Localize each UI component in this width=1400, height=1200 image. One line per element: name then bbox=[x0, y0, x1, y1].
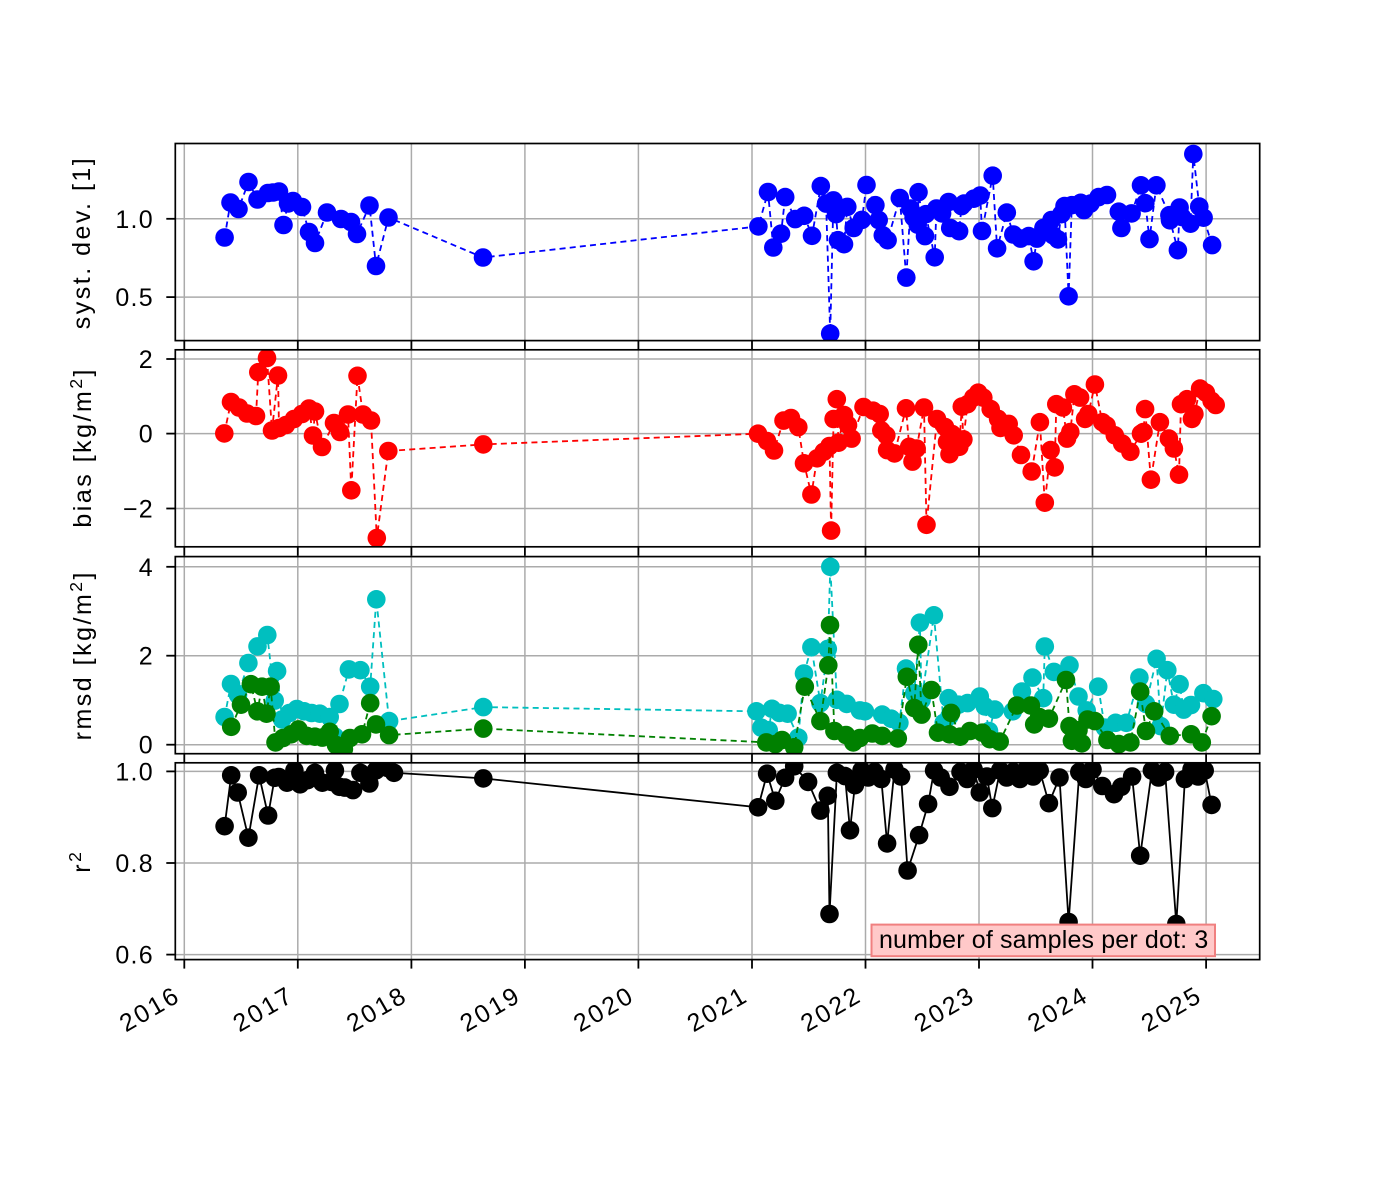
svg-text:4: 4 bbox=[139, 554, 154, 582]
svg-text:0.5: 0.5 bbox=[115, 284, 154, 312]
svg-text:0: 0 bbox=[139, 421, 154, 449]
svg-text:1.0: 1.0 bbox=[115, 206, 154, 234]
svg-text:2: 2 bbox=[139, 346, 154, 374]
svg-text:0.8: 0.8 bbox=[115, 850, 154, 878]
svg-text:0: 0 bbox=[139, 732, 154, 760]
svg-text:r2​: r2​ bbox=[65, 850, 96, 873]
svg-text:0.6: 0.6 bbox=[115, 942, 154, 970]
svg-text:rmsd [kg/m2​]: rmsd [kg/m2​] bbox=[66, 570, 97, 740]
svg-text:syst. dev. [1]: syst. dev. [1] bbox=[68, 156, 96, 329]
svg-text:bias [kg/m2​]: bias [kg/m2​] bbox=[66, 367, 97, 528]
svg-text:−2: −2 bbox=[123, 496, 154, 524]
svg-text:1.0: 1.0 bbox=[115, 758, 154, 786]
svg-text:number of samples per dot: 3: number of samples per dot: 3 bbox=[879, 926, 1208, 954]
svg-text:2: 2 bbox=[139, 643, 154, 671]
